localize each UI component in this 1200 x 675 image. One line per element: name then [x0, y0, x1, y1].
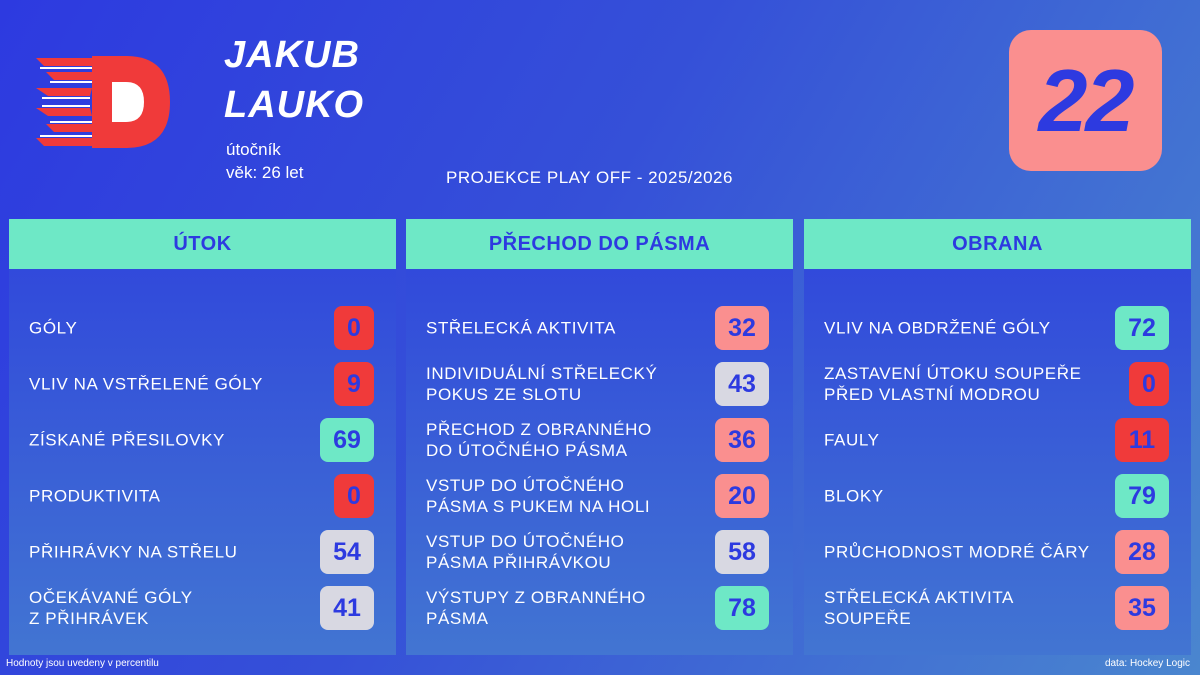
jersey-number: 22 — [1038, 50, 1135, 150]
stat-row: VSTUP DO ÚTOČNÉHO PÁSMA PŘIHRÁVKOU 58 — [406, 527, 793, 577]
stat-label: FAULY — [824, 430, 880, 450]
percentile-badge: 58 — [715, 530, 769, 574]
jersey-number-badge: 22 — [1009, 30, 1162, 171]
stat-label: VLIV NA OBDRŽENÉ GÓLY — [824, 318, 1051, 338]
percentile-badge: 0 — [1129, 362, 1169, 406]
stat-row: VÝSTUPY Z OBRANNÉHO PÁSMA 78 — [406, 583, 793, 633]
stat-label: PRODUKTIVITA — [29, 486, 161, 506]
percentile-badge: 32 — [715, 306, 769, 350]
stat-label: GÓLY — [29, 318, 78, 338]
stat-label: STŘELECKÁ AKTIVITA — [426, 318, 616, 338]
panel-obrana: OBRANA VLIV NA OBDRŽENÉ GÓLY 72 ZASTAVENÍ Ú… — [804, 219, 1191, 655]
player-last-name: LAUKO — [224, 84, 365, 126]
stat-row: VLIV NA OBDRŽENÉ GÓLY 72 — [804, 303, 1191, 353]
stat-label: BLOKY — [824, 486, 884, 506]
stat-label: ZASTAVENÍ ÚTOKU SOUPEŘE PŘED VLASTNÍ MOD… — [824, 364, 1082, 404]
panel-prechod: PŘECHOD DO PÁSMA STŘELECKÁ AKTIVITA 32 INDI… — [406, 219, 793, 655]
percentile-badge: 9 — [334, 362, 374, 406]
panel-title: PŘECHOD DO PÁSMA — [406, 219, 793, 269]
player-first-name: JAKUB — [224, 34, 360, 76]
percentile-badge: 78 — [715, 586, 769, 630]
percentile-badge: 35 — [1115, 586, 1169, 630]
footer-source: data: Hockey Logic — [1104, 658, 1190, 669]
stat-row: ZÍSKANÉ PŘESILOVKY 69 — [9, 415, 396, 465]
stat-row: ZASTAVENÍ ÚTOKU SOUPEŘE PŘED VLASTNÍ MOD… — [804, 359, 1191, 409]
stat-row: INDIVIDUÁLNÍ STŘELECKÝ POKUS ZE SLOTU 43 — [406, 359, 793, 409]
stat-label: OČEKÁVANÉ GÓLY Z PŘIHRÁVEK — [29, 588, 193, 628]
stat-row: PŘECHOD Z OBRANNÉHO DO ÚTOČNÉHO PÁSMA 36 — [406, 415, 793, 465]
player-position: útočník — [226, 140, 281, 159]
stat-label: PŘIHRÁVKY NA STŘELU — [29, 542, 238, 562]
percentile-badge: 69 — [320, 418, 374, 462]
percentile-badge: 79 — [1115, 474, 1169, 518]
stat-row: PRODUKTIVITA 0 — [9, 471, 396, 521]
stat-row: PŘIHRÁVKY NA STŘELU 54 — [9, 527, 396, 577]
percentile-badge: 54 — [320, 530, 374, 574]
percentile-badge: 36 — [715, 418, 769, 462]
footer-note: Hodnoty jsou uvedeny v percentilu — [6, 658, 159, 669]
stat-label: VLIV NA VSTŘELENÉ GÓLY — [29, 374, 263, 394]
percentile-badge: 20 — [715, 474, 769, 518]
stat-row: GÓLY 0 — [9, 303, 396, 353]
stat-row: FAULY 11 — [804, 415, 1191, 465]
percentile-badge: 43 — [715, 362, 769, 406]
stat-label: ZÍSKANÉ PŘESILOVKY — [29, 430, 225, 450]
percentile-badge: 28 — [1115, 530, 1169, 574]
stat-label: VÝSTUPY Z OBRANNÉHO PÁSMA — [426, 588, 646, 628]
stat-label: VSTUP DO ÚTOČNÉHO PÁSMA PŘIHRÁVKOU — [426, 532, 625, 572]
player-age: věk: 26 let — [226, 163, 304, 182]
stat-label: PŘECHOD Z OBRANNÉHO DO ÚTOČNÉHO PÁSMA — [426, 420, 652, 460]
panel-utok: ÚTOK GÓLY 0 VLIV NA VSTŘELENÉ GÓLY 9 ZÍSKANÉ … — [9, 219, 396, 655]
stat-row: OČEKÁVANÉ GÓLY Z PŘIHRÁVEK 41 — [9, 583, 396, 633]
projection-title: PROJEKCE PLAY OFF - 2025/2026 — [446, 168, 733, 187]
stat-label: STŘELECKÁ AKTIVITA SOUPEŘE — [824, 588, 1014, 628]
stat-row: STŘELECKÁ AKTIVITA SOUPEŘE 35 — [804, 583, 1191, 633]
stat-row: VLIV NA VSTŘELENÉ GÓLY 9 — [9, 359, 396, 409]
percentile-badge: 0 — [334, 306, 374, 350]
percentile-badge: 0 — [334, 474, 374, 518]
stat-row: BLOKY 79 — [804, 471, 1191, 521]
stat-row: STŘELECKÁ AKTIVITA 32 — [406, 303, 793, 353]
stat-row: PRŮCHODNOST MODRÉ ČÁRY 28 — [804, 527, 1191, 577]
team-logo-icon — [34, 52, 174, 152]
stat-label: VSTUP DO ÚTOČNÉHO PÁSMA S PUKEM NA HOLI — [426, 476, 651, 516]
stat-row: VSTUP DO ÚTOČNÉHO PÁSMA S PUKEM NA HOLI 2… — [406, 471, 793, 521]
stat-label: PRŮCHODNOST MODRÉ ČÁRY — [824, 542, 1090, 562]
percentile-badge: 41 — [320, 586, 374, 630]
percentile-badge: 72 — [1115, 306, 1169, 350]
panel-title: OBRANA — [804, 219, 1191, 269]
stat-label: INDIVIDUÁLNÍ STŘELECKÝ POKUS ZE SLOTU — [426, 364, 658, 404]
panel-title: ÚTOK — [9, 219, 396, 269]
percentile-badge: 11 — [1115, 418, 1169, 462]
